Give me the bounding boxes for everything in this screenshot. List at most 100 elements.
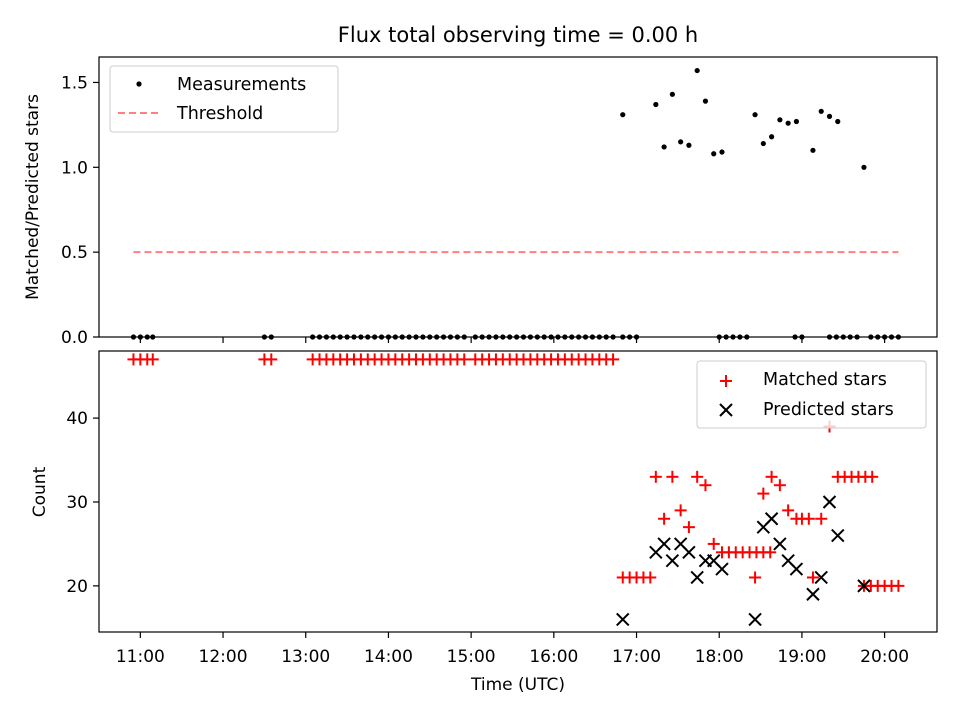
- measurement-point: [461, 334, 467, 340]
- x-tick-label: 11:00: [116, 647, 165, 667]
- measurement-point: [737, 334, 743, 340]
- measurement-point: [620, 334, 626, 340]
- matched-star-point: [707, 537, 720, 550]
- measurement-point: [514, 334, 520, 340]
- measurement-point: [520, 334, 527, 340]
- predicted-star-point: [789, 562, 804, 576]
- predicted-star-point: [773, 537, 787, 551]
- measurement-point: [385, 334, 392, 340]
- bottom-y-ticks: 20 30 40: [66, 409, 99, 597]
- measurement-point: [702, 98, 709, 104]
- predicted-star-point: [657, 537, 671, 551]
- measurement-point: [620, 112, 626, 118]
- x-tick-label: 16:00: [529, 647, 578, 667]
- measurement-point: [826, 334, 833, 340]
- measurement-point: [888, 334, 895, 340]
- measurement-point: [610, 334, 616, 340]
- predicted-star-point: [764, 512, 779, 526]
- measurement-point: [792, 334, 798, 340]
- top-y-tick-label: 0.0: [61, 328, 88, 348]
- bottom-marks: [127, 353, 905, 627]
- matched-star-point: [765, 470, 778, 483]
- measurement-point: [826, 113, 833, 119]
- predicted-star-point: [814, 570, 828, 585]
- measurement-point: [351, 334, 357, 340]
- measurement-point: [716, 334, 722, 340]
- legend-predicted-label: Predicted stars: [763, 400, 894, 420]
- matched-star-point: [666, 470, 679, 483]
- matched-star-point: [644, 571, 657, 584]
- measurement-point: [472, 334, 478, 340]
- legend-predicted-marker: [719, 403, 733, 417]
- matched-star-point: [682, 521, 695, 534]
- top-marks: [130, 67, 902, 340]
- measurement-point: [719, 149, 725, 155]
- measurement-point: [847, 334, 853, 340]
- measurement-point: [372, 334, 378, 340]
- measurement-point: [760, 140, 766, 147]
- measurement-point: [486, 334, 492, 340]
- matched-star-point: [866, 470, 879, 483]
- matched-star-point: [691, 470, 704, 483]
- measurement-point: [582, 334, 589, 340]
- matched-star-point: [699, 479, 712, 492]
- bottom-y-tick-label: 40: [66, 409, 88, 429]
- measurement-point: [137, 334, 143, 340]
- top-y-ticks: 0.0 0.5 1.0 1.5: [61, 73, 99, 348]
- x-tick-label: 13:00: [281, 647, 330, 667]
- measurement-point: [323, 334, 330, 340]
- predicted-star-point: [857, 579, 871, 593]
- measurement-point: [793, 118, 800, 125]
- measurement-point: [555, 334, 561, 340]
- measurement-point: [627, 334, 633, 340]
- chart-title: Flux total observing time = 0.00 h: [338, 23, 698, 47]
- top-y-tick-label: 1.0: [61, 158, 88, 178]
- measurement-point: [399, 334, 405, 340]
- x-tick-label: 18:00: [695, 647, 744, 667]
- x-tick-label: 12:00: [199, 647, 248, 667]
- measurement-point: [686, 142, 692, 148]
- measurement-point: [694, 67, 700, 74]
- predicted-star-point: [682, 545, 696, 560]
- measurement-point: [882, 334, 888, 340]
- top-panel: Flux total observing time = 0.00 h Match…: [23, 23, 938, 348]
- measurement-point: [493, 334, 499, 340]
- matched-star-point: [658, 512, 671, 525]
- measurement-point: [744, 334, 750, 340]
- measurement-point: [861, 164, 867, 170]
- matched-star-point: [802, 512, 815, 525]
- bottom-legend-box: [696, 360, 927, 429]
- measurement-point: [752, 112, 758, 118]
- bottom-x-ticks: 11:00 12:00 13:00 14:00 15:00 16:00 17:00 18:00…: [116, 632, 909, 667]
- legend-matched-label: Matched stars: [763, 370, 887, 390]
- measurement-point: [330, 334, 336, 340]
- predicted-star-point: [665, 553, 680, 568]
- measurement-point: [420, 334, 426, 340]
- predicted-star-point: [748, 612, 762, 627]
- measurement-point: [365, 334, 371, 340]
- measurement-point: [337, 334, 343, 340]
- measurement-point: [730, 334, 736, 340]
- measurement-point: [895, 334, 902, 340]
- measurement-point: [527, 334, 534, 340]
- matched-star-point: [674, 504, 687, 517]
- matched-star-point: [757, 487, 770, 500]
- measurement-point: [130, 334, 137, 340]
- legend-measurements-label: Measurements: [177, 75, 306, 95]
- x-tick-label: 19:00: [777, 647, 826, 667]
- matched-star-point: [265, 353, 278, 366]
- measurement-point: [769, 134, 775, 140]
- measurement-point: [854, 334, 860, 340]
- x-tick-label: 17:00: [612, 647, 661, 667]
- x-tick-label: 20:00: [860, 647, 909, 667]
- top-y-tick-label: 1.5: [61, 73, 88, 93]
- matched-star-point: [607, 353, 620, 366]
- measurement-point: [723, 334, 729, 340]
- matched-star-point: [146, 353, 159, 366]
- measurement-point: [562, 334, 568, 340]
- bottom-panel-frame: [98, 350, 938, 633]
- measurement-point: [603, 334, 609, 340]
- measurement-point: [534, 334, 540, 340]
- predicted-star-point: [690, 570, 704, 585]
